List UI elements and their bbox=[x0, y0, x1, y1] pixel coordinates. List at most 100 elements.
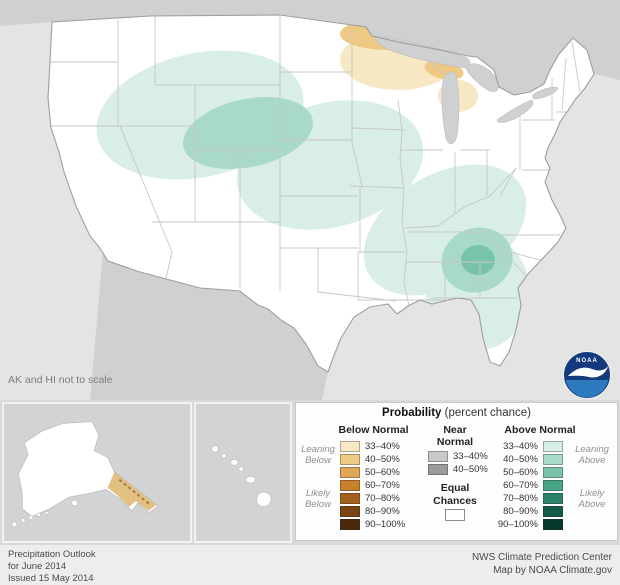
legend-swatch bbox=[340, 493, 360, 504]
legend-range-label: 50–60% bbox=[503, 467, 538, 478]
legend-range-label: 80–90% bbox=[503, 506, 538, 517]
legend-group-likely-above: Likely Above bbox=[578, 488, 606, 511]
lake-ontario bbox=[532, 86, 559, 100]
footer-source: NWS Climate Prediction Center bbox=[471, 552, 612, 563]
legend-row: 60–70% bbox=[492, 479, 563, 492]
above-normal-region-core-georgia bbox=[461, 245, 495, 275]
legend-range-label: 50–60% bbox=[365, 467, 400, 478]
legend-row: 40–50% bbox=[428, 463, 488, 476]
hawaii-inset bbox=[194, 402, 292, 543]
lake-erie bbox=[496, 99, 534, 123]
legend-header-above: Above Normal bbox=[504, 424, 576, 436]
legend-swatch bbox=[340, 480, 360, 491]
legend-swatch bbox=[543, 467, 563, 478]
legend-range-label: 60–70% bbox=[503, 480, 538, 491]
probability-legend: Probability (percent chance) Below Norma… bbox=[295, 402, 618, 541]
legend-range-label: 33–40% bbox=[365, 441, 400, 452]
legend-header-below: Below Normal bbox=[338, 424, 409, 436]
legend-range-label: 90–100% bbox=[497, 519, 538, 530]
legend-rows-above: 33–40% 40–50% 50–60% 60–70% 70–80% 80–90… bbox=[492, 440, 563, 531]
legend-row: 40–50% bbox=[340, 453, 405, 466]
legend-group-leaning-below: Leaning Below bbox=[301, 444, 335, 467]
legend-group-leaning-above: Leaning Above bbox=[575, 444, 609, 467]
legend-title: Probability (percent chance) bbox=[296, 407, 617, 419]
legend-row: 80–90% bbox=[340, 505, 405, 518]
legend-swatch bbox=[340, 467, 360, 478]
lake-michigan bbox=[441, 71, 460, 144]
legend-swatch bbox=[543, 441, 563, 452]
noaa-logo-lower-half bbox=[565, 380, 609, 398]
noaa-logo: NOAA bbox=[563, 351, 611, 399]
legend-swatch bbox=[340, 506, 360, 517]
legend-row: 70–80% bbox=[340, 492, 405, 505]
legend-equal-chances-swatch bbox=[445, 509, 465, 521]
legend-swatch bbox=[543, 519, 563, 530]
canada-landmass bbox=[0, 0, 620, 95]
legend-range-label: 40–50% bbox=[453, 464, 488, 475]
legend-swatch bbox=[428, 464, 448, 475]
legend-row: 90–100% bbox=[492, 518, 563, 531]
legend-range-label: 70–80% bbox=[503, 493, 538, 504]
legend-range-label: 33–40% bbox=[503, 441, 538, 452]
footer-credit: Map by NOAA Climate.gov bbox=[493, 565, 612, 576]
legend-row: 50–60% bbox=[340, 466, 405, 479]
footer-issued: Issued 15 May 2014 bbox=[8, 572, 94, 584]
legend-range-label: 40–50% bbox=[365, 454, 400, 465]
legend-equal-chances-label: Equal Chances bbox=[433, 482, 477, 507]
aleutian-islands bbox=[11, 499, 78, 528]
state-borders bbox=[48, 16, 581, 307]
legend-row: 80–90% bbox=[492, 505, 563, 518]
legend-rows-below: 33–40% 40–50% 50–60% 60–70% 70–80% 80–90… bbox=[340, 440, 405, 531]
lake-huron bbox=[465, 63, 499, 92]
hawaii-islands bbox=[211, 445, 272, 507]
alaska-map bbox=[11, 421, 159, 528]
noaa-logo-text: NOAA bbox=[576, 358, 598, 364]
noaa-seagull-icon bbox=[568, 366, 608, 378]
legend-title-rest: (percent chance) bbox=[444, 407, 531, 419]
footer-period: for June 2014 bbox=[8, 560, 67, 572]
legend-range-label: 60–70% bbox=[365, 480, 400, 491]
alaska-below-normal-speckles bbox=[118, 478, 152, 506]
mexico-landmass bbox=[90, 252, 328, 400]
legend-row: 33–40% bbox=[492, 440, 563, 453]
conus-map bbox=[0, 0, 620, 400]
legend-row: 40–50% bbox=[492, 453, 563, 466]
legend-swatch bbox=[340, 454, 360, 465]
footer-title: Precipitation Outlook bbox=[8, 549, 96, 560]
legend-swatch bbox=[543, 480, 563, 491]
legend-row: 60–70% bbox=[340, 479, 405, 492]
map-scale-note: AK and HI not to scale bbox=[8, 374, 113, 386]
alaska-below-normal-area bbox=[107, 471, 157, 511]
us-border bbox=[47, 14, 595, 373]
legend-row: 50–60% bbox=[492, 466, 563, 479]
legend-range-label: 33–40% bbox=[453, 451, 488, 462]
legend-row: 33–40% bbox=[428, 450, 488, 463]
legend-row: 90–100% bbox=[340, 518, 405, 531]
footer-right-text: NWS Climate Prediction Center Map by NOA… bbox=[472, 551, 612, 577]
legend-range-label: 40–50% bbox=[503, 454, 538, 465]
legend-swatch bbox=[543, 493, 563, 504]
great-lakes bbox=[375, 35, 559, 144]
legend-title-bold: Probability bbox=[382, 407, 442, 419]
legend-range-label: 70–80% bbox=[365, 493, 400, 504]
legend-swatch bbox=[543, 506, 563, 517]
legend-range-label: 80–90% bbox=[365, 506, 400, 517]
legend-range-label: 90–100% bbox=[365, 519, 406, 530]
alaska-landmass bbox=[17, 421, 159, 518]
legend-row: 70–80% bbox=[492, 492, 563, 505]
legend-swatch bbox=[340, 441, 360, 452]
legend-header-near: Near Normal bbox=[436, 424, 474, 449]
legend-group-likely-below: Likely Below bbox=[305, 488, 331, 511]
above-normal-region-medium-wyoming bbox=[183, 97, 313, 169]
legend-swatch bbox=[340, 519, 360, 530]
footer: Precipitation Outlook for June 2014 Issu… bbox=[0, 545, 620, 585]
legend-rows-near: 33–40% 40–50% bbox=[428, 450, 488, 476]
footer-left-text: Precipitation Outlook for June 2014 Issu… bbox=[8, 549, 96, 585]
hawaii-map bbox=[211, 445, 272, 507]
legend-row: 33–40% bbox=[340, 440, 405, 453]
legend-swatch bbox=[428, 451, 448, 462]
legend-swatch bbox=[543, 454, 563, 465]
inset-strip: Probability (percent chance) Below Norma… bbox=[0, 400, 620, 545]
alaska-inset bbox=[2, 402, 192, 543]
